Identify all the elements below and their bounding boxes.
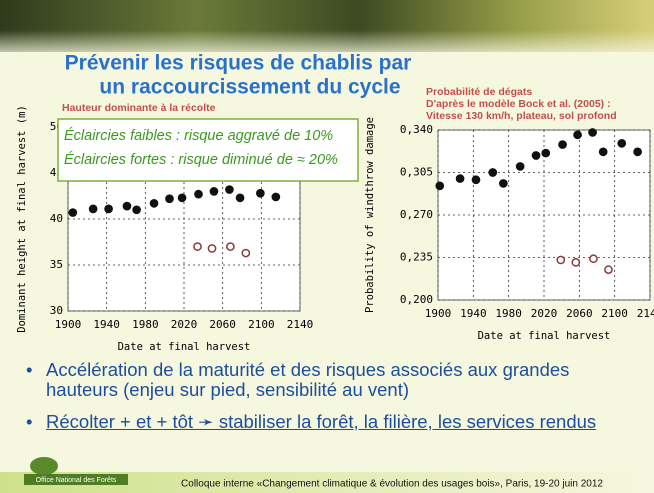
point <box>500 180 507 187</box>
y-tick-label: 0,340 <box>400 123 433 136</box>
slide-title: Prévenir les risques de chablis par <box>65 52 412 75</box>
bullet: Récolter + et + tôt ➛ stabiliser la forê… <box>26 412 642 432</box>
point <box>590 255 597 262</box>
y-tick-label: 35 <box>50 258 63 271</box>
annotation: Éclaircies fortes : risque diminué de ≈ … <box>64 151 338 168</box>
x-tick-label: 1900 <box>55 318 82 331</box>
x-tick-label: 2100 <box>248 318 275 331</box>
chart-title: Vitesse 130 km/h, plateau, sol profond <box>426 110 617 122</box>
point <box>226 186 233 193</box>
point <box>436 182 443 189</box>
x-tick-label: 2060 <box>566 307 593 320</box>
chart-title: Hauteur dominante à la récolte <box>62 102 216 114</box>
point <box>227 243 234 250</box>
x-axis-label: Date at final harvest <box>118 341 251 353</box>
bullet-list: Accélération de la maturité et des risqu… <box>26 360 642 444</box>
point <box>589 129 596 136</box>
y-axis-label: Probability of windthrow damage <box>364 117 376 313</box>
point <box>532 152 539 159</box>
y-tick-label: 0,200 <box>400 293 433 306</box>
x-tick-label: 2100 <box>601 307 628 320</box>
point <box>618 140 625 147</box>
point <box>150 200 157 207</box>
point <box>634 148 641 155</box>
x-tick-label: 2020 <box>171 318 198 331</box>
point <box>69 209 76 216</box>
point <box>600 148 607 155</box>
y-tick-label: 0,235 <box>400 251 433 264</box>
point <box>456 175 463 182</box>
point <box>242 249 249 256</box>
point <box>105 205 112 212</box>
point <box>210 188 217 195</box>
x-tick-label: 1980 <box>495 307 522 320</box>
slide-title: un raccourcissement du cycle <box>99 76 400 99</box>
x-tick-label: 2140 <box>287 318 314 331</box>
point <box>236 194 243 201</box>
bullet: Accélération de la maturité et des risqu… <box>26 360 642 400</box>
x-tick-label: 1940 <box>460 307 487 320</box>
y-tick-label: 30 <box>50 304 63 317</box>
y-axis-label: Dominant height at final harvest (m) <box>16 105 28 333</box>
point <box>572 259 579 266</box>
point <box>123 203 130 210</box>
point <box>489 169 496 176</box>
point <box>133 206 140 213</box>
chart-title: Probabilité de dégats <box>426 86 532 98</box>
x-tick-label: 2140 <box>637 307 654 320</box>
x-tick-label: 1900 <box>425 307 452 320</box>
footer: Colloque interne «Changement climatique … <box>181 479 603 490</box>
point <box>178 194 185 201</box>
y-tick-label: 40 <box>50 212 63 225</box>
x-tick-label: 1940 <box>93 318 120 331</box>
point <box>605 266 612 273</box>
point <box>208 245 215 252</box>
point <box>472 176 479 183</box>
point <box>272 193 279 200</box>
x-tick-label: 1980 <box>132 318 159 331</box>
x-tick-label: 2020 <box>531 307 558 320</box>
point <box>166 195 173 202</box>
logo-text: Office National des Forêts <box>36 477 117 484</box>
point <box>90 205 97 212</box>
point <box>574 131 581 138</box>
point <box>195 191 202 198</box>
chart-title: D'après le modèle Bock et al. (2005) : <box>426 98 611 110</box>
point <box>559 141 566 148</box>
point <box>257 190 264 197</box>
logo-icon <box>30 457 58 475</box>
point <box>557 256 564 263</box>
point <box>517 163 524 170</box>
point <box>542 149 549 156</box>
slide: Prévenir les risques de chablis par un r… <box>0 0 654 493</box>
annotation: Éclaircies faibles : risque aggravé de 1… <box>64 127 333 144</box>
x-tick-label: 2060 <box>209 318 236 331</box>
y-tick-label: 0,305 <box>400 166 433 179</box>
point <box>194 243 201 250</box>
y-tick-label: 0,270 <box>400 208 433 221</box>
x-axis-label: Date at final harvest <box>478 330 611 342</box>
